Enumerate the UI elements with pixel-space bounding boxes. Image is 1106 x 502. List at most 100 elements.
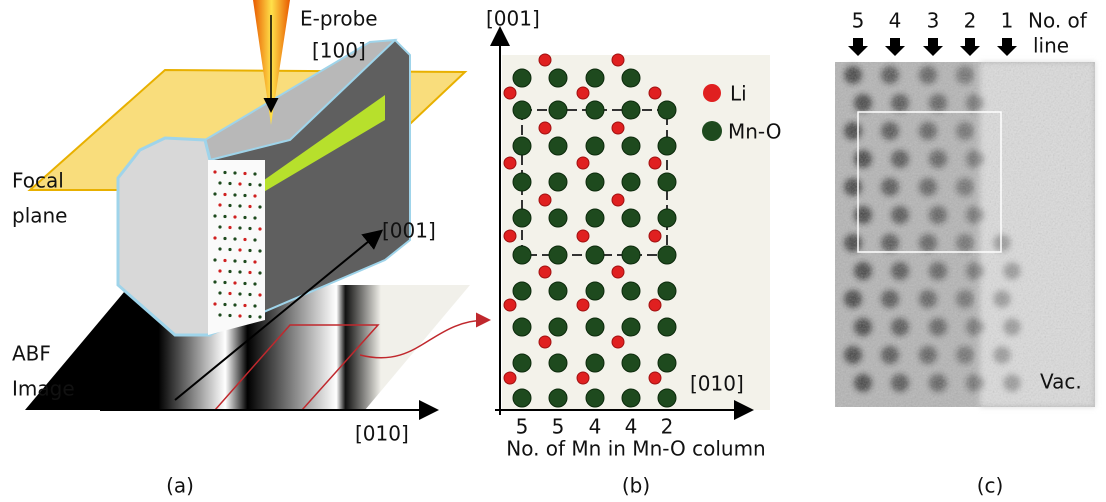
- mn-o-atom: [549, 101, 567, 119]
- slice-atom: [238, 314, 241, 317]
- line-arrow: [997, 38, 1017, 56]
- mn-o-atom: [622, 173, 640, 191]
- slice-atom: [233, 193, 236, 196]
- slice-atom: [213, 192, 216, 195]
- slice-atom: [253, 304, 256, 307]
- slice-atom: [233, 237, 236, 240]
- slice-atom: [228, 204, 231, 207]
- line-arrow: [960, 38, 980, 56]
- slice-atom: [223, 171, 226, 174]
- li-atom: [612, 194, 624, 206]
- slice-atom: [238, 226, 241, 229]
- slice-atom: [213, 302, 216, 305]
- label: [001]: [486, 7, 540, 31]
- mn-o-atom: [622, 246, 640, 264]
- mn-o-atom: [622, 354, 640, 372]
- mn-o-atom: [549, 69, 567, 87]
- panel-a: E-probe [100] Focal plane [001] ABF Imag…: [12, 0, 488, 498]
- slice-atom: [248, 183, 251, 186]
- slice-atom: [253, 282, 256, 285]
- mn-o-atom: [549, 354, 567, 372]
- label: Focal: [12, 169, 64, 193]
- li-atom: [649, 87, 661, 99]
- slice-atom: [228, 270, 231, 273]
- li-atom: [612, 122, 624, 134]
- slice-atom: [228, 248, 231, 251]
- slice-atom: [223, 237, 226, 240]
- mn-o-atom: [586, 209, 604, 227]
- line-number: 4: [889, 9, 902, 33]
- li-atom: [577, 87, 589, 99]
- line-number: 3: [927, 9, 940, 33]
- mn-o-atom: [586, 69, 604, 87]
- slice-atom: [218, 313, 221, 316]
- slice-atom: [248, 205, 251, 208]
- mn-o-atom: [586, 318, 604, 336]
- column-count: 5: [552, 415, 565, 439]
- line-arrow: [923, 38, 943, 56]
- slice-atom: [253, 172, 256, 175]
- li-atom: [504, 299, 516, 311]
- li-atom: [577, 230, 589, 242]
- li-atom: [504, 372, 516, 384]
- legend-label: Mn-O: [728, 120, 781, 144]
- slice-atom: [243, 260, 246, 263]
- li-atom: [539, 122, 551, 134]
- atom-slice: [208, 160, 265, 335]
- legend-li: [703, 84, 721, 102]
- li-atom: [612, 266, 624, 278]
- slice-atom: [213, 214, 216, 217]
- slice-atom: [228, 226, 231, 229]
- slice-atom: [258, 249, 261, 252]
- li-atom: [612, 336, 624, 348]
- label: plane: [12, 204, 68, 228]
- column-count: 4: [589, 415, 602, 439]
- mn-o-atom: [658, 354, 676, 372]
- slice-atom: [213, 170, 216, 173]
- mn-o-atom: [513, 137, 531, 155]
- li-atom: [504, 87, 516, 99]
- mn-o-atom: [513, 209, 531, 227]
- li-atom: [612, 54, 624, 66]
- column-count: 5: [516, 415, 529, 439]
- mn-o-atom: [658, 209, 676, 227]
- mn-o-atom: [513, 354, 531, 372]
- mn-o-atom: [549, 282, 567, 300]
- li-atom: [539, 336, 551, 348]
- mn-o-atom: [549, 173, 567, 191]
- slice-atom: [258, 227, 261, 230]
- noise: [835, 62, 1095, 407]
- li-atom: [649, 230, 661, 242]
- label: No. of: [1028, 9, 1088, 33]
- slice-atom: [258, 293, 261, 296]
- slice-atom: [223, 281, 226, 284]
- slice-atom: [243, 172, 246, 175]
- li-atom: [649, 372, 661, 384]
- label: [001]: [382, 219, 436, 243]
- mn-o-atom: [658, 318, 676, 336]
- mn-o-atom: [622, 209, 640, 227]
- label: [100]: [312, 39, 366, 63]
- line-arrow: [848, 38, 868, 56]
- label: [010]: [690, 372, 744, 396]
- figure: E-probe [100] Focal plane [001] ABF Imag…: [0, 0, 1106, 502]
- slice-atom: [243, 216, 246, 219]
- mn-o-atom: [513, 173, 531, 191]
- slice-atom: [228, 314, 231, 317]
- slice-atom: [253, 238, 256, 241]
- li-atom: [539, 266, 551, 278]
- slice-atom: [228, 292, 231, 295]
- slice-atom: [243, 194, 246, 197]
- li-atom: [504, 157, 516, 169]
- li-atom: [504, 230, 516, 242]
- mn-o-atom: [658, 246, 676, 264]
- slice-atom: [233, 259, 236, 262]
- slice-atom: [248, 249, 251, 252]
- slice-atom: [243, 282, 246, 285]
- slice-atom: [258, 205, 261, 208]
- label: [010]: [355, 422, 409, 446]
- slice-atom: [253, 260, 256, 263]
- mn-o-atom: [549, 137, 567, 155]
- mn-o-atom: [658, 282, 676, 300]
